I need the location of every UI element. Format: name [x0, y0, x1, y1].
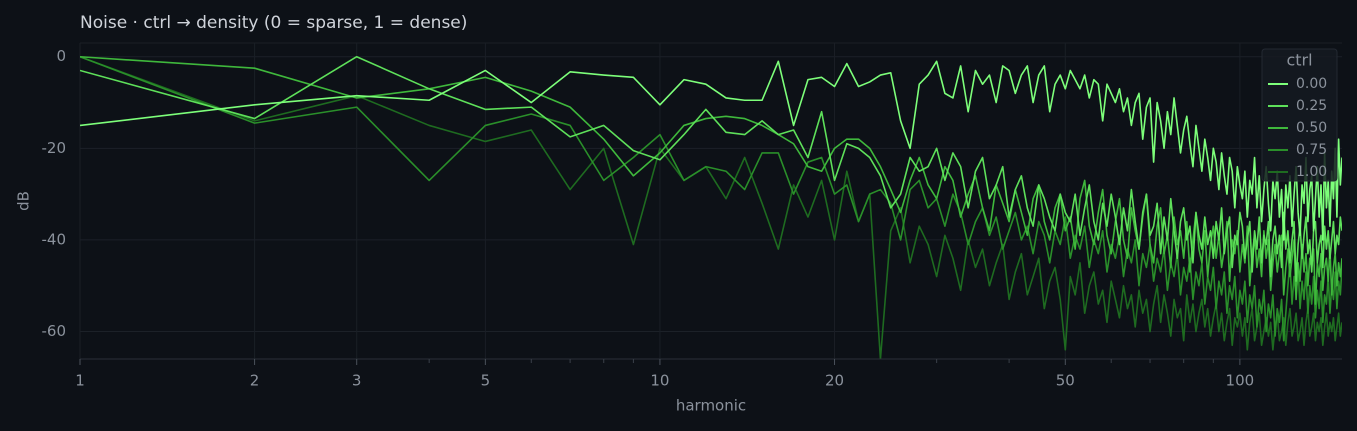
x-tick-label: 5 [481, 372, 491, 390]
legend-label: 0.00 [1296, 76, 1327, 92]
x-tick-label: 20 [825, 372, 844, 390]
y-tick-label: -20 [42, 139, 67, 157]
series-line [80, 55, 1342, 282]
series-line [80, 55, 1342, 305]
x-tick-label: 3 [352, 372, 362, 390]
x-tick-label: 10 [650, 372, 669, 390]
y-tick-label: -60 [42, 322, 67, 340]
legend: ctrl 0.00 0.25 0.50 0.75 1.00 [1261, 48, 1338, 182]
legend-box [1261, 48, 1338, 182]
y-axis-label: dB [15, 191, 33, 211]
legend-label: 0.50 [1296, 120, 1327, 136]
x-tick-label: 100 [1226, 372, 1255, 390]
x-tick-label: 1 [75, 372, 85, 390]
chart-title: Noise · ctrl → density (0 = sparse, 1 = … [80, 13, 467, 33]
series-line [80, 55, 1342, 359]
axes: -60 -40 -20 0 1 2 3 5 10 20 50 100 [42, 47, 1342, 390]
x-tick-label: 50 [1056, 372, 1075, 390]
y-tick-label: 0 [56, 47, 66, 65]
y-tick-label: -40 [42, 230, 67, 248]
legend-title: ctrl [1286, 51, 1312, 70]
legend-label: 0.75 [1296, 142, 1327, 158]
x-axis-label: harmonic [676, 397, 746, 415]
legend-label: 0.25 [1296, 98, 1327, 114]
plot-lines [80, 55, 1342, 359]
x-tick-label: 2 [250, 372, 260, 390]
legend-label: 1.00 [1296, 164, 1327, 180]
